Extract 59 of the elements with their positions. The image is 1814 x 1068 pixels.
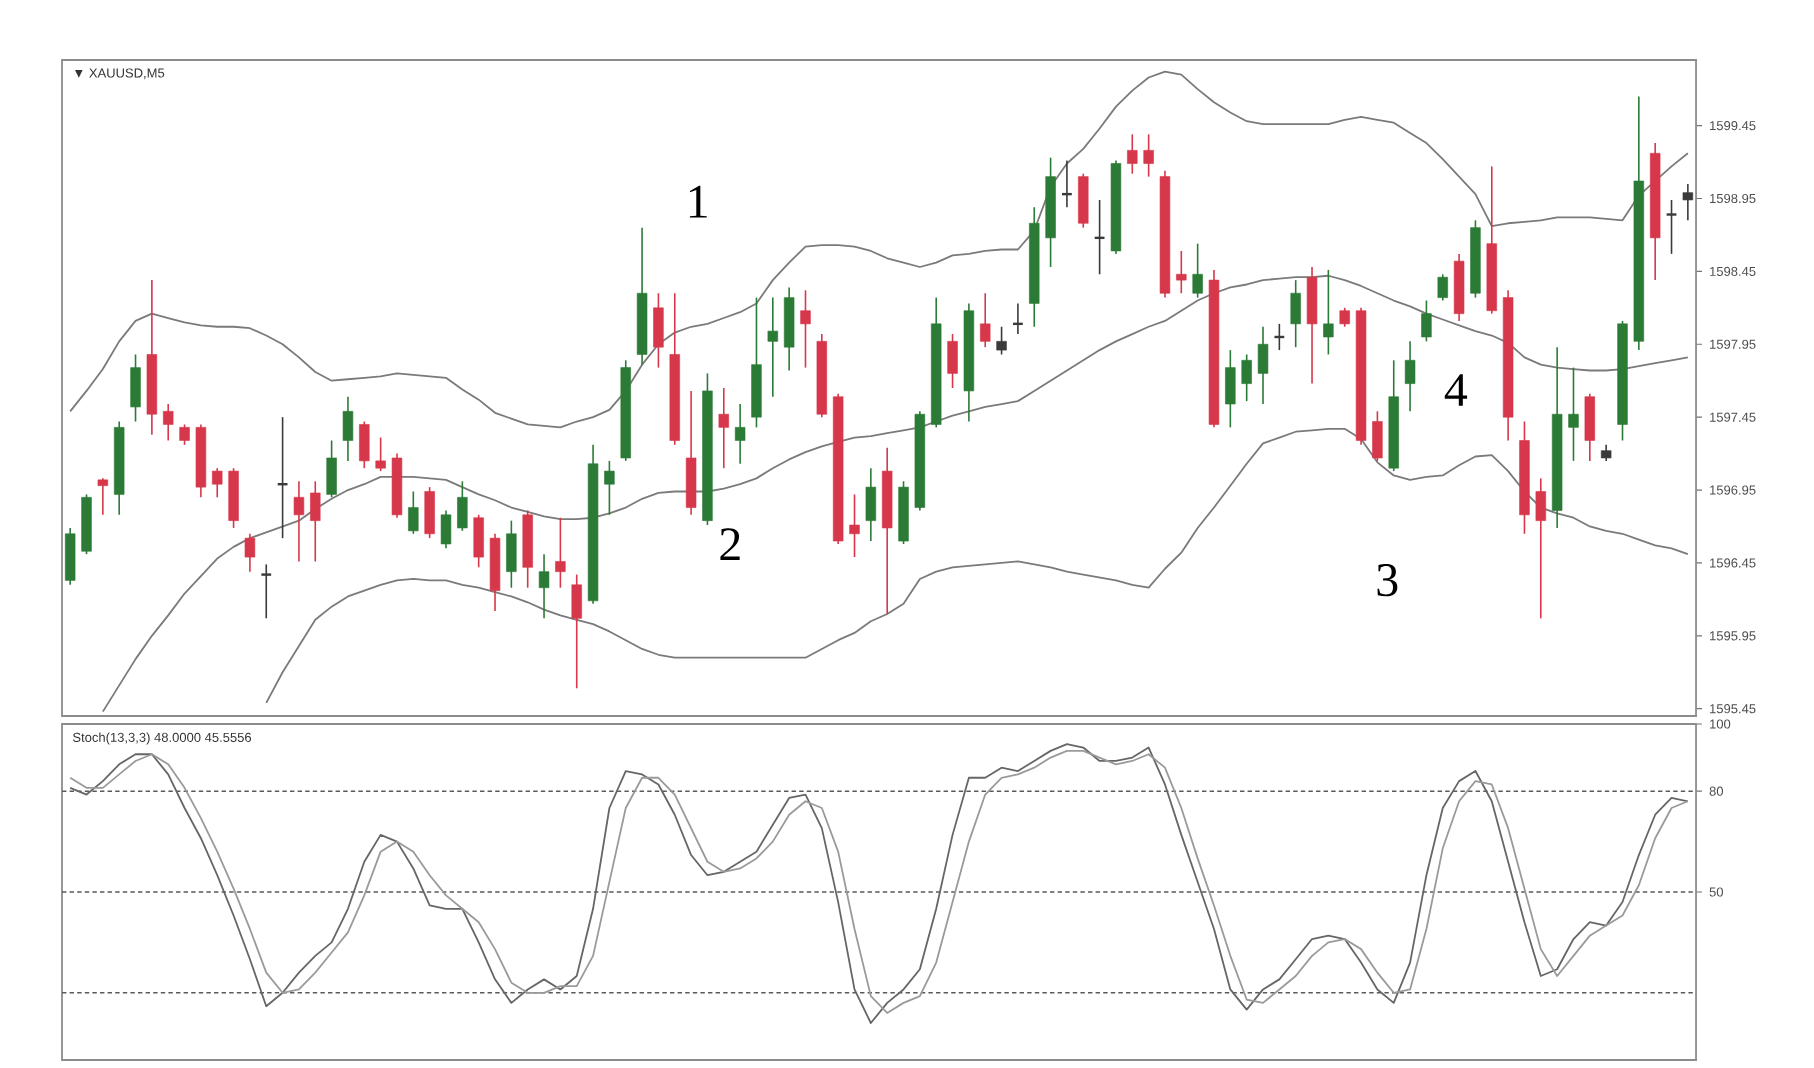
candlestick xyxy=(1323,269,1334,356)
candlestick xyxy=(865,467,877,542)
candlestick xyxy=(1127,133,1138,175)
candlestick xyxy=(1176,250,1187,295)
candlestick xyxy=(1306,266,1318,385)
candlestick xyxy=(1437,273,1448,302)
annotation: 3 xyxy=(1377,564,1398,597)
candlestick xyxy=(1078,172,1089,229)
candlestick xyxy=(1192,242,1203,299)
candlestick xyxy=(424,486,435,539)
candlestick xyxy=(1665,199,1678,255)
candlestick xyxy=(1584,393,1596,462)
candlestick xyxy=(408,490,419,535)
candlestick xyxy=(1290,279,1301,348)
candlestick xyxy=(538,553,550,620)
candlestick xyxy=(1257,325,1269,405)
candlestick xyxy=(342,395,354,462)
candlestick xyxy=(1682,183,1694,222)
candlestick xyxy=(767,296,778,398)
candlestick xyxy=(244,532,256,573)
candlestick xyxy=(1241,353,1252,402)
candlestick xyxy=(359,420,370,469)
candlestick xyxy=(653,292,664,369)
annotation: 2 xyxy=(720,528,740,561)
candlestick xyxy=(130,353,141,423)
candlestick xyxy=(1568,366,1579,462)
candlestick xyxy=(260,563,273,620)
candlestick xyxy=(980,292,991,348)
candlestick xyxy=(718,387,729,469)
candlestick xyxy=(1372,410,1383,462)
annotation: 4 xyxy=(1444,374,1468,406)
candlestick xyxy=(996,325,1007,356)
candlestick xyxy=(849,493,860,558)
candlestick xyxy=(734,403,746,465)
candlestick xyxy=(64,527,76,586)
candlestick xyxy=(555,516,566,589)
candlestick xyxy=(97,477,109,516)
candlestick xyxy=(1421,299,1432,343)
candlestick xyxy=(326,439,337,499)
candlestick xyxy=(604,460,615,516)
candlestick xyxy=(1339,307,1350,328)
candlestick xyxy=(1404,340,1416,413)
candlestick xyxy=(375,436,386,472)
candlestick xyxy=(473,514,484,569)
candlestick xyxy=(1535,477,1546,620)
candlestick xyxy=(163,403,174,442)
candlestick xyxy=(440,509,452,550)
annotation: 1 xyxy=(689,185,707,218)
candlestick xyxy=(1143,133,1154,178)
candlestick xyxy=(293,480,305,563)
candlestick xyxy=(1225,349,1236,429)
candlestick xyxy=(506,519,517,589)
candlestick xyxy=(457,480,468,532)
candlestick xyxy=(800,289,811,369)
candlestick xyxy=(310,480,321,563)
candlestick xyxy=(179,423,190,446)
candlestick xyxy=(212,467,223,499)
candlestick xyxy=(947,333,958,389)
candlestick xyxy=(571,573,582,690)
